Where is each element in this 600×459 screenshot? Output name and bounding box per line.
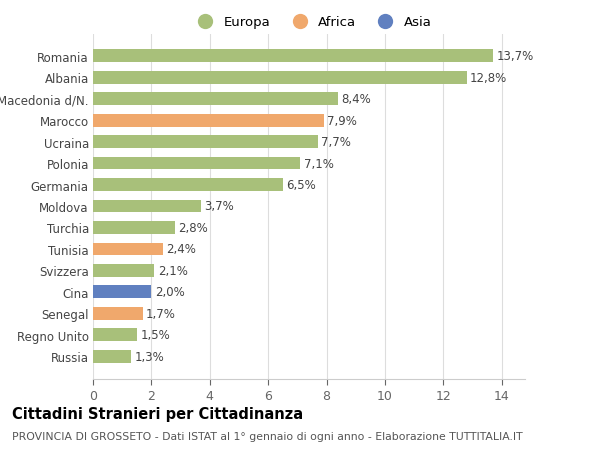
Bar	[93, 222, 175, 235]
Text: 2,0%: 2,0%	[155, 286, 185, 299]
Text: 2,1%: 2,1%	[158, 264, 188, 277]
Legend: Europa, Africa, Asia: Europa, Africa, Asia	[187, 11, 437, 35]
Bar	[93, 264, 154, 277]
Bar	[93, 72, 467, 84]
Bar	[93, 157, 300, 170]
Bar	[93, 200, 201, 213]
Bar	[93, 329, 137, 341]
Text: 1,5%: 1,5%	[140, 329, 170, 341]
Text: 8,4%: 8,4%	[341, 93, 371, 106]
Bar	[93, 243, 163, 256]
Text: 7,7%: 7,7%	[321, 136, 351, 149]
Text: 1,3%: 1,3%	[134, 350, 164, 363]
Text: Cittadini Stranieri per Cittadinanza: Cittadini Stranieri per Cittadinanza	[12, 406, 303, 421]
Text: 1,7%: 1,7%	[146, 307, 176, 320]
Bar	[93, 350, 131, 363]
Text: PROVINCIA DI GROSSETO - Dati ISTAT al 1° gennaio di ogni anno - Elaborazione TUT: PROVINCIA DI GROSSETO - Dati ISTAT al 1°…	[12, 431, 523, 442]
Text: 7,9%: 7,9%	[327, 114, 357, 127]
Text: 6,5%: 6,5%	[286, 179, 316, 191]
Bar	[93, 114, 323, 127]
Text: 12,8%: 12,8%	[470, 72, 508, 84]
Bar	[93, 136, 318, 149]
Text: 7,1%: 7,1%	[304, 157, 334, 170]
Text: 2,8%: 2,8%	[178, 222, 208, 235]
Bar	[93, 93, 338, 106]
Text: 13,7%: 13,7%	[496, 50, 533, 63]
Bar	[93, 179, 283, 191]
Text: 2,4%: 2,4%	[167, 243, 196, 256]
Bar	[93, 307, 143, 320]
Bar	[93, 50, 493, 63]
Text: 3,7%: 3,7%	[205, 200, 234, 213]
Bar	[93, 286, 151, 299]
